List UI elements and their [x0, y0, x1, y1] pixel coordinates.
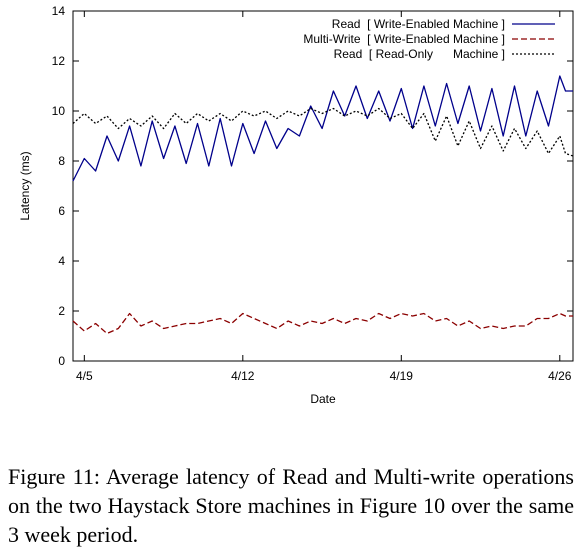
- y-tick-label: 4: [58, 254, 65, 268]
- legend: Read [ Write-Enabled Machine ]Multi-Writ…: [303, 17, 555, 61]
- y-tick-label: 12: [52, 54, 66, 68]
- y-tick-label: 10: [52, 104, 66, 118]
- y-tick-label: 2: [58, 304, 65, 318]
- series-line-3: [72, 107, 574, 157]
- legend-label-1: Read [ Write-Enabled Machine ]: [332, 17, 505, 31]
- legend-label-2: Multi-Write [ Write-Enabled Machine ]: [303, 32, 505, 46]
- x-tick-label: 4/12: [231, 369, 255, 383]
- y-tick-label: 0: [58, 354, 65, 368]
- y-axis-title: Latency (ms): [18, 151, 32, 220]
- x-tick-label: 4/19: [390, 369, 414, 383]
- y-tick-label: 8: [58, 154, 65, 168]
- y-axis: 0 2 4 6 8 10 12 14: [52, 4, 573, 368]
- series-layer: [72, 75, 574, 335]
- plot-border: [72, 10, 574, 362]
- y-tick-label: 6: [58, 204, 65, 218]
- plot-frame: [72, 10, 574, 362]
- x-axis-title: Date: [310, 392, 336, 406]
- x-axis: 4/5 4/12 4/19 4/26: [76, 11, 572, 383]
- x-tick-label: 4/26: [548, 369, 572, 383]
- series-line-1: [72, 75, 573, 182]
- legend-label-3: Read [ Read-Only Machine ]: [334, 47, 505, 61]
- figure-caption: Figure 11: Average latency of Read and M…: [8, 464, 574, 547]
- x-tick-label: 4/5: [76, 369, 93, 383]
- series-line-2: [72, 312, 573, 335]
- y-tick-label: 14: [52, 4, 66, 18]
- latency-chart: 0 2 4 6 8 10 12 14 4/5 4/12 4/19 4/26 Read [ Write…: [18, 4, 574, 406]
